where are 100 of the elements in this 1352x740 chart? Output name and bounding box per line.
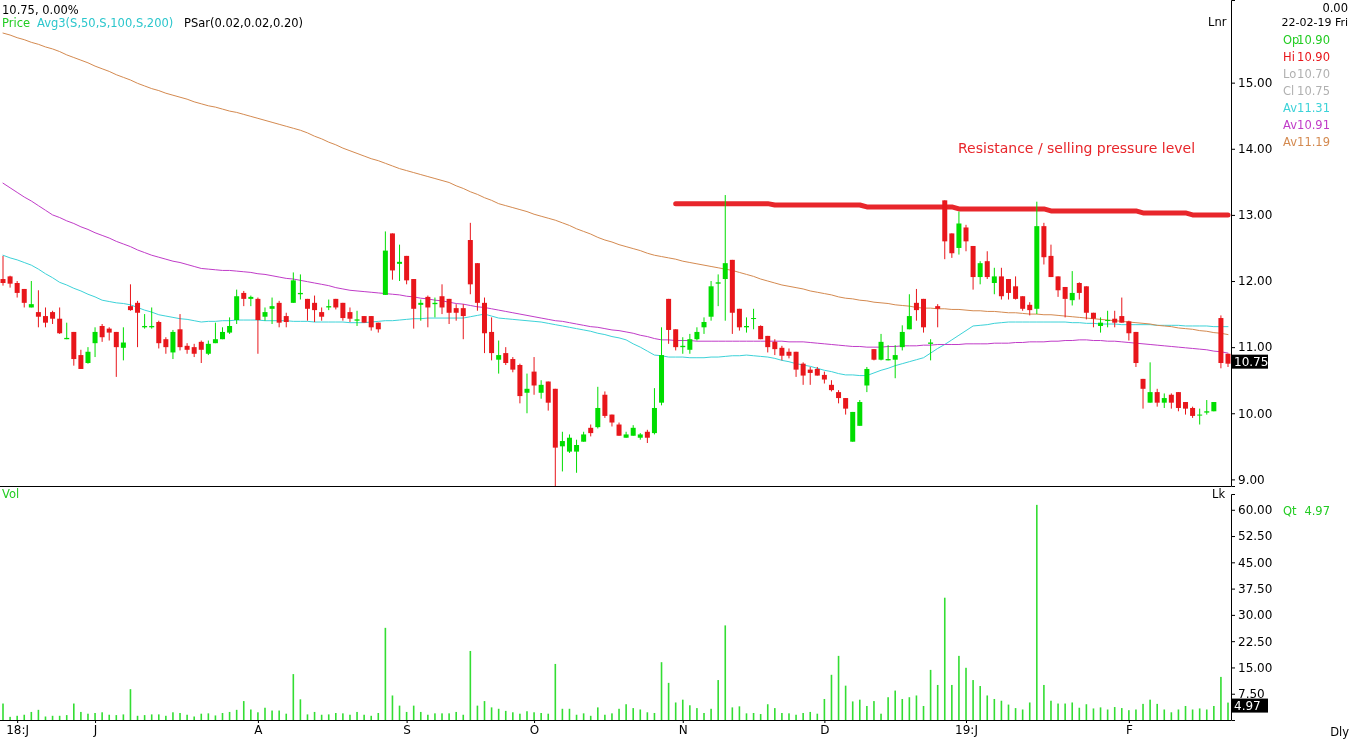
candlestick <box>595 386 601 429</box>
candlestick <box>234 289 240 325</box>
candlestick <box>559 431 565 472</box>
candlestick <box>991 267 997 295</box>
candlestick <box>751 308 757 330</box>
candlestick <box>113 331 119 378</box>
text: Dly <box>1330 725 1350 739</box>
candlestick <box>425 295 431 328</box>
candlestick <box>531 356 537 396</box>
candlestick <box>35 289 41 328</box>
x-tick-label: F <box>1125 722 1133 737</box>
text: 0.00 <box>1322 1 1348 15</box>
candlestick <box>347 306 353 323</box>
candlestick <box>198 340 204 364</box>
text: 4.97 <box>1304 504 1330 518</box>
candlestick <box>913 288 919 322</box>
candlestick <box>963 224 969 252</box>
candlestick <box>0 255 6 287</box>
candlestick <box>255 297 261 355</box>
candlestick <box>170 329 176 360</box>
candlestick <box>949 232 955 259</box>
y-tick-label: 30.00 <box>1238 608 1273 623</box>
text: Lo <box>1283 67 1297 81</box>
text: 10.75 <box>1234 354 1269 369</box>
candlestick <box>312 295 318 323</box>
y-tick-label: 60.00 <box>1238 503 1273 518</box>
candlestick <box>864 366 870 393</box>
x-tick-label: N <box>678 722 688 737</box>
candlestick <box>496 340 502 375</box>
y-tick-label: 14.00 <box>1238 142 1273 157</box>
x-tick-label: 18:J <box>6 722 30 737</box>
candlestick <box>602 390 608 419</box>
candlestick <box>1175 391 1181 412</box>
x-tick-label: O <box>529 722 540 737</box>
candlestick <box>694 326 700 342</box>
candlestick <box>1062 286 1068 318</box>
candlestick <box>574 439 580 474</box>
x-tick-label: D <box>820 722 830 737</box>
candlestick <box>460 303 466 340</box>
annotation: Price <box>2 16 31 30</box>
candlestick <box>156 320 162 349</box>
candlestick <box>687 333 693 355</box>
candlestick <box>78 349 84 370</box>
candlestick <box>998 267 1004 301</box>
candlestick <box>800 361 806 386</box>
y-tick-label: 11.00 <box>1238 340 1273 355</box>
candlestick <box>262 306 268 322</box>
text: 11.31 <box>1297 101 1330 115</box>
candlestick <box>489 316 495 361</box>
annotation: Vol <box>2 487 20 501</box>
x-tick-label: J <box>92 722 98 737</box>
candlestick <box>545 381 551 412</box>
candlestick <box>1069 270 1075 306</box>
y-tick-label: 9.00 <box>1238 472 1265 487</box>
text: Av <box>1283 118 1298 132</box>
candlestick <box>878 333 884 361</box>
annotation: 10.75, 0.00% <box>2 3 79 17</box>
candlestick <box>701 316 707 335</box>
candlestick <box>538 379 544 400</box>
candlestick <box>935 303 941 328</box>
x-tick-label: S <box>403 722 411 737</box>
text: 10.70 <box>1297 67 1330 81</box>
candlestick <box>163 336 169 355</box>
x-tick-label: 19:J <box>955 722 978 737</box>
text: 22-02-19 Fri <box>1281 16 1348 29</box>
y-tick-label: 15.00 <box>1238 660 1273 675</box>
candlestick <box>977 260 983 285</box>
text: 11.19 <box>1297 135 1330 149</box>
annotation: Lnr <box>1208 15 1227 29</box>
text: 10.91 <box>1297 118 1330 132</box>
candlestick <box>446 298 452 325</box>
candlestick <box>276 300 282 328</box>
candlestick <box>1119 297 1125 324</box>
annotation: PSar(0.02,0.02,0.20) <box>184 16 304 30</box>
candlestick <box>120 326 126 361</box>
candlestick <box>177 313 183 351</box>
candlestick <box>135 300 141 348</box>
line-series <box>2 32 1229 336</box>
candlestick <box>290 271 296 304</box>
candlestick <box>857 399 863 427</box>
text: Cl <box>1283 84 1295 98</box>
candlestick <box>397 244 403 282</box>
candlestick <box>715 273 721 307</box>
annotation: Lk <box>1212 487 1226 501</box>
candlestick <box>1005 278 1011 301</box>
candlestick <box>418 299 424 322</box>
annotation: Resistance / selling pressure level <box>958 140 1196 156</box>
candlestick <box>1013 275 1019 301</box>
y-tick-label: 15.00 <box>1238 75 1273 90</box>
text: 10.90 <box>1297 50 1330 64</box>
candlestick <box>1197 408 1203 426</box>
candlestick <box>1055 275 1061 298</box>
candlestick <box>673 328 679 351</box>
candlestick <box>906 293 912 330</box>
candlestick <box>566 433 572 454</box>
candlestick <box>184 342 190 355</box>
candlestick <box>899 324 905 351</box>
text: Qt <box>1283 504 1298 518</box>
text: Op <box>1283 33 1300 47</box>
candlestick <box>127 283 133 312</box>
